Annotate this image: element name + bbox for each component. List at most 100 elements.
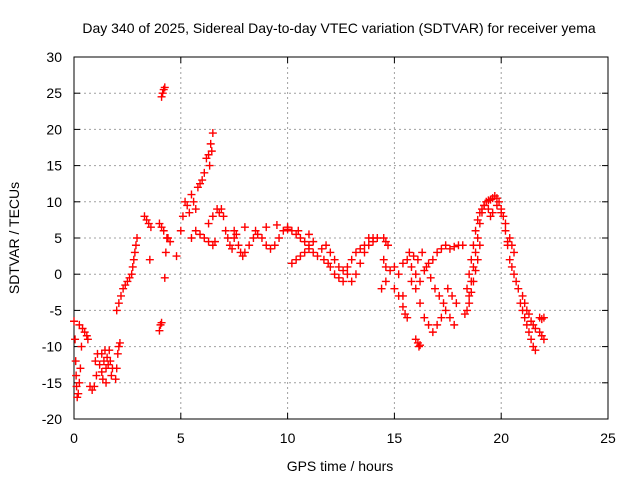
data-point xyxy=(480,201,489,210)
data-point xyxy=(112,306,121,315)
data-point xyxy=(484,205,493,214)
data-point xyxy=(205,161,214,170)
data-point xyxy=(204,219,213,228)
data-point xyxy=(381,262,390,271)
data-point xyxy=(178,212,187,221)
data-point xyxy=(514,284,523,293)
data-point xyxy=(283,223,292,232)
data-point xyxy=(369,234,378,242)
data-point xyxy=(524,328,533,337)
data-point xyxy=(433,248,442,257)
data-point xyxy=(166,237,175,246)
data-point xyxy=(234,241,243,250)
data-point xyxy=(507,262,516,271)
data-point xyxy=(403,313,412,322)
data-point xyxy=(127,270,136,279)
data-point xyxy=(105,346,114,355)
data-point xyxy=(95,360,104,369)
data-point xyxy=(398,302,407,311)
data-point xyxy=(426,273,435,282)
data-point xyxy=(510,248,519,257)
data-point xyxy=(159,226,168,235)
x-tick-label: 25 xyxy=(600,430,616,446)
data-point xyxy=(228,244,237,253)
y-tick-label: 10 xyxy=(46,194,62,210)
data-point xyxy=(72,371,81,380)
y-tick-label: 15 xyxy=(46,158,62,174)
y-tick-label: -10 xyxy=(42,339,62,355)
data-point xyxy=(414,342,423,351)
data-point xyxy=(356,244,365,253)
data-point xyxy=(270,241,279,250)
data-point xyxy=(383,241,392,250)
data-point xyxy=(92,371,101,380)
data-point xyxy=(76,364,85,373)
data-point xyxy=(82,331,91,340)
data-point xyxy=(435,291,444,300)
y-tick-label: -20 xyxy=(42,411,62,427)
data-point xyxy=(322,241,331,250)
data-point xyxy=(510,270,519,279)
data-point xyxy=(469,277,478,286)
data-point xyxy=(187,190,196,199)
data-point xyxy=(74,389,83,398)
data-point xyxy=(183,201,192,210)
data-point xyxy=(405,248,414,257)
data-point xyxy=(411,270,420,279)
data-point xyxy=(317,244,326,253)
data-point xyxy=(133,234,142,242)
data-point xyxy=(106,357,115,366)
data-point xyxy=(158,89,167,98)
data-point xyxy=(520,313,529,322)
x-tick-label: 10 xyxy=(280,430,296,446)
data-point xyxy=(501,219,510,228)
data-point xyxy=(497,208,506,217)
data-point xyxy=(512,277,521,286)
x-tick-label: 15 xyxy=(387,430,403,446)
data-point xyxy=(413,255,422,264)
y-tick-label: 30 xyxy=(46,49,62,65)
data-point xyxy=(324,259,333,268)
data-point xyxy=(111,375,120,384)
data-point xyxy=(292,255,301,264)
data-point xyxy=(114,299,123,308)
data-point xyxy=(411,284,420,293)
data-point xyxy=(262,241,271,250)
data-point xyxy=(200,168,209,177)
data-point xyxy=(471,266,480,275)
data-point xyxy=(475,241,484,250)
data-point xyxy=(416,341,425,350)
data-point xyxy=(527,335,536,344)
x-tick-label: 0 xyxy=(70,430,78,446)
data-point xyxy=(418,248,427,257)
data-point xyxy=(112,364,121,373)
data-point xyxy=(155,326,164,335)
data-point xyxy=(294,226,303,235)
data-point xyxy=(172,252,181,261)
data-point xyxy=(501,226,510,235)
axis-ticks: 0 5 10 15 20 25 -20 -15 -10 -5 0 5 10 15 20 25 30 xyxy=(42,49,616,446)
data-point xyxy=(157,318,166,327)
data-point xyxy=(161,248,170,257)
data-point xyxy=(433,320,442,329)
data-point xyxy=(463,306,472,315)
data-point xyxy=(240,223,249,232)
data-point xyxy=(398,291,407,300)
data-point xyxy=(129,255,138,264)
data-points xyxy=(70,83,548,402)
data-point xyxy=(507,241,516,250)
data-point xyxy=(191,205,200,214)
data-point xyxy=(240,248,249,257)
data-point xyxy=(347,255,356,264)
data-point xyxy=(230,226,239,235)
data-point xyxy=(439,299,448,308)
data-point xyxy=(351,270,360,279)
data-point xyxy=(381,277,390,286)
data-point xyxy=(90,382,99,391)
data-point xyxy=(313,252,322,261)
data-point xyxy=(437,244,446,253)
data-point xyxy=(452,299,461,308)
data-point xyxy=(334,262,343,271)
data-point xyxy=(189,197,198,206)
data-point xyxy=(206,139,215,148)
